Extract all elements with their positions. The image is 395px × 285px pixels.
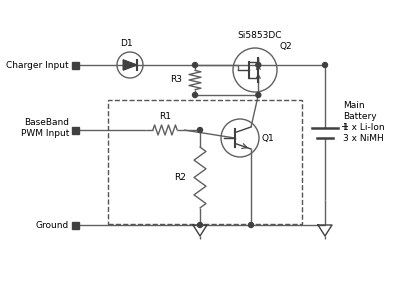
Circle shape	[192, 62, 198, 68]
Bar	[71, 127, 79, 133]
Text: Si5853DC: Si5853DC	[238, 31, 282, 40]
Text: Ground: Ground	[36, 221, 69, 229]
Text: Main
Battery
1 x Li-Ion
3 x NiMH: Main Battery 1 x Li-Ion 3 x NiMH	[343, 101, 385, 142]
Text: R2: R2	[174, 173, 186, 182]
Bar	[71, 62, 79, 68]
Text: Q1: Q1	[262, 133, 275, 142]
Circle shape	[198, 223, 203, 227]
Text: R1: R1	[159, 112, 171, 121]
Text: D1: D1	[120, 39, 132, 48]
Circle shape	[256, 93, 261, 97]
Polygon shape	[123, 60, 137, 70]
Text: Q2: Q2	[280, 42, 293, 51]
Text: BaseBand
PWM Input: BaseBand PWM Input	[21, 118, 69, 138]
Text: R3: R3	[170, 76, 182, 84]
Text: +: +	[340, 123, 348, 133]
Bar	[71, 221, 79, 229]
Text: Charger Input: Charger Input	[6, 60, 69, 70]
Circle shape	[248, 223, 254, 227]
Circle shape	[256, 62, 261, 68]
Circle shape	[192, 93, 198, 97]
Circle shape	[198, 127, 203, 133]
Circle shape	[322, 62, 327, 68]
